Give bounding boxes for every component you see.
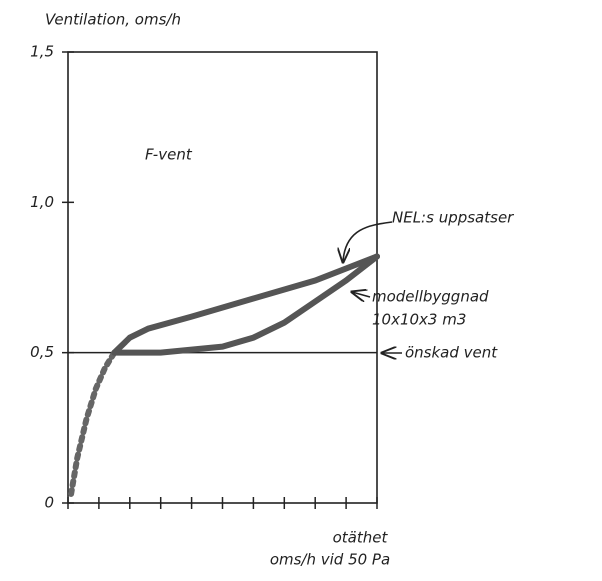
annotation: 10x10x3 m3	[372, 311, 466, 329]
y-tick-label: 1,5	[30, 43, 54, 61]
series-line	[68, 349, 118, 497]
arrow	[343, 221, 393, 262]
annotation: önskad vent	[405, 344, 498, 362]
annotation: modellbyggnad	[372, 288, 489, 306]
series-line	[111, 253, 380, 356]
x-label: otäthet	[333, 529, 389, 547]
arrow	[352, 292, 371, 297]
y-tick-label: 1,0	[30, 193, 54, 211]
annotation: F-vent	[145, 146, 193, 164]
series-line	[111, 253, 380, 356]
annotation: NEL:s uppsatser	[392, 209, 514, 227]
x-label: oms/h vid 50 Pa	[270, 551, 390, 569]
y-tick-label: 0	[44, 494, 54, 512]
y-tick-label: 0,5	[30, 343, 54, 361]
chart-title: Ventilation, oms/h	[45, 11, 181, 29]
